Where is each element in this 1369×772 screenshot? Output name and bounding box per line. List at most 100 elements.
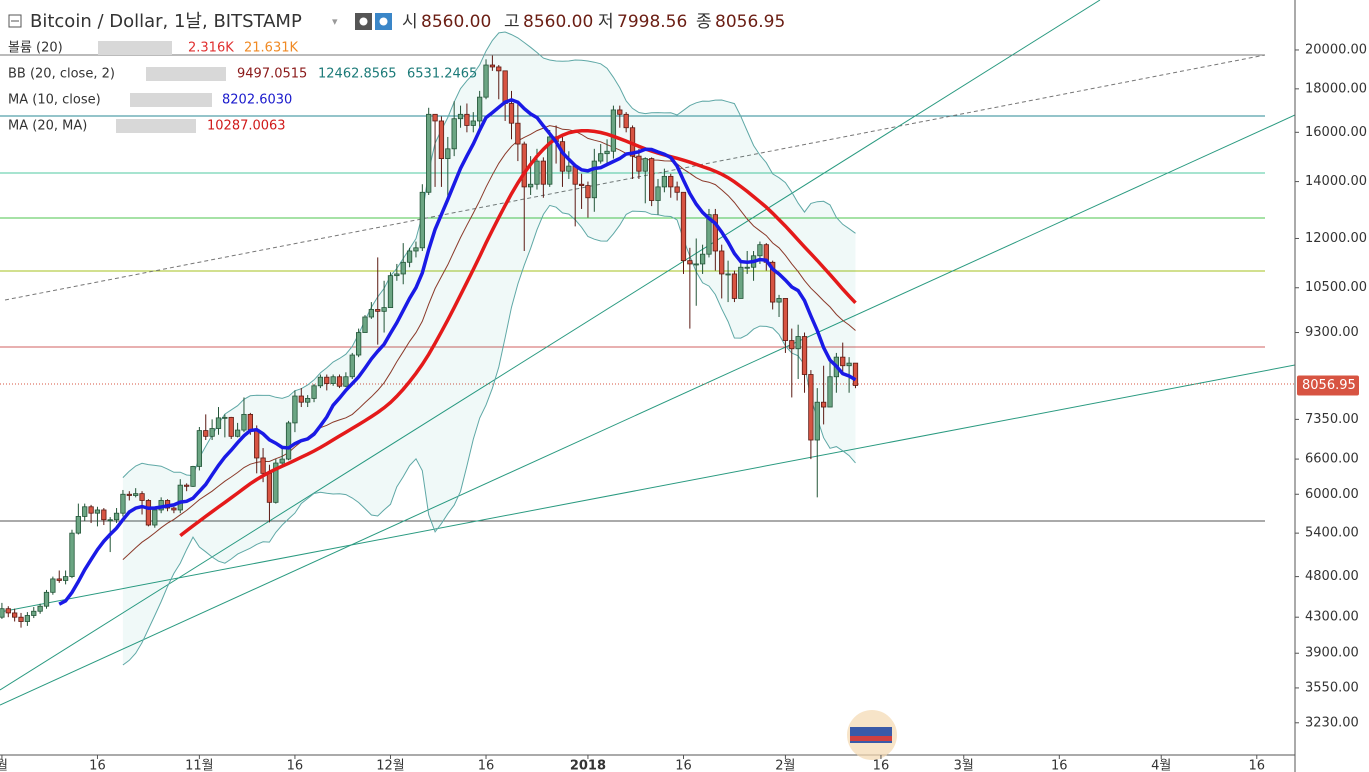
icon-group[interactable] — [116, 119, 196, 133]
candle-body — [521, 143, 527, 188]
candle-body — [820, 401, 827, 408]
header: Bitcoin / Dollar, 1날, BITSTAMP ▾ 시 8560.… — [8, 11, 897, 760]
icon-group[interactable] — [130, 93, 212, 107]
candle-body — [566, 165, 572, 172]
candle-body — [394, 273, 400, 277]
collapse-icon[interactable] — [8, 14, 22, 28]
candle-body — [712, 214, 718, 252]
candle-body — [330, 376, 336, 384]
candle-body — [623, 113, 629, 129]
candle-body — [107, 519, 113, 522]
candle-body — [387, 275, 394, 309]
candle-body — [152, 509, 158, 526]
candle-body — [725, 273, 731, 276]
candle-body — [56, 578, 62, 581]
x-tick-label: 12월 — [376, 759, 405, 772]
candle-body — [776, 298, 782, 303]
candle-body — [145, 500, 152, 526]
candle-body — [489, 64, 496, 68]
y-tick-label: 7350.00 — [1305, 412, 1359, 427]
candle-body — [496, 66, 502, 72]
y-tick-label: 18000.00 — [1305, 81, 1367, 96]
candle-body — [687, 260, 693, 265]
x-tick-label: 4월 — [1151, 759, 1171, 772]
indicator-value: 6531.2465 — [407, 67, 477, 82]
x-tick-label: 16 — [873, 759, 890, 772]
candle-body — [324, 376, 330, 384]
y-tick-label: 6600.00 — [1305, 452, 1359, 467]
candle-body — [731, 273, 738, 299]
y-tick-label: 3550.00 — [1305, 680, 1359, 695]
candle-body — [69, 532, 75, 578]
candle-body — [585, 185, 591, 199]
x-tick-label: 16 — [89, 759, 106, 772]
trend-line — [0, 0, 1101, 691]
candle-body — [795, 336, 801, 350]
candle-body — [139, 493, 145, 501]
candle-body — [234, 429, 241, 437]
candle-body — [413, 247, 419, 252]
candle-body — [209, 428, 215, 437]
indicator-value: 2.316K — [188, 41, 234, 56]
candle-body — [668, 175, 674, 188]
candle-body — [292, 395, 298, 424]
candle-body — [674, 186, 680, 193]
y-tick-label: 3230.00 — [1305, 715, 1359, 730]
y-tick-label: 20000.00 — [1305, 42, 1367, 57]
candle-body — [508, 103, 515, 124]
bb-upper — [122, 31, 856, 478]
candle-body — [406, 250, 413, 263]
x-tick-label: 16 — [675, 759, 692, 772]
candle-body — [445, 148, 451, 159]
y-tick-label: 3900.00 — [1305, 646, 1359, 661]
y-tick-label: 10500.00 — [1305, 280, 1367, 295]
candle-body — [241, 413, 247, 431]
candle-body — [126, 493, 132, 496]
candle-body — [196, 430, 203, 467]
candle-body — [43, 591, 50, 607]
candle-body — [62, 576, 69, 581]
candle-body — [279, 458, 285, 464]
y-tick-label: 4800.00 — [1305, 569, 1359, 584]
indicator-name: MA (10, close) — [8, 93, 101, 108]
ma-10-line — [58, 98, 857, 606]
y-tick-label: 9300.00 — [1305, 325, 1359, 340]
candle-body — [540, 160, 546, 185]
candle-body — [464, 113, 470, 126]
x-tick-label: 11월 — [185, 759, 214, 772]
bb-lower — [122, 204, 856, 666]
indicator-value: 12462.8565 — [318, 67, 397, 82]
candle-body — [534, 160, 540, 185]
candle-body — [642, 158, 648, 172]
icon-group[interactable] — [98, 41, 172, 55]
candle-body — [693, 263, 699, 266]
ohlc-value: 8560.00 — [523, 12, 593, 32]
dropdown-arrow[interactable]: ▾ — [332, 15, 338, 28]
ohlc-value: 8560.00 — [421, 12, 491, 32]
candle-body — [305, 397, 311, 403]
candle-body — [483, 64, 489, 98]
candle-body — [591, 160, 597, 199]
ohlc-label: 시 — [402, 12, 418, 32]
candle-body — [757, 244, 763, 257]
candle-body — [515, 122, 521, 145]
candle-body — [120, 493, 126, 514]
trend-line — [0, 364, 1295, 613]
candle-body — [852, 362, 859, 386]
candle-body — [502, 70, 508, 104]
flag-stripe — [850, 736, 892, 741]
symbol-title: Bitcoin / Dollar, 1날, BITSTAMP — [30, 11, 302, 32]
candle-body — [190, 466, 196, 487]
candle-body — [311, 385, 317, 399]
ohlc-label: 저 — [598, 12, 614, 32]
candle-body — [432, 113, 438, 122]
candle-body — [75, 516, 81, 534]
candle-body — [317, 376, 324, 387]
icon-group[interactable] — [146, 67, 226, 81]
settings-icon-gear — [379, 17, 388, 26]
trend-line — [0, 114, 1295, 706]
last-price-box — [1297, 375, 1359, 396]
candle-body — [738, 266, 744, 299]
candle-body — [113, 512, 120, 521]
candle-body — [527, 183, 534, 188]
